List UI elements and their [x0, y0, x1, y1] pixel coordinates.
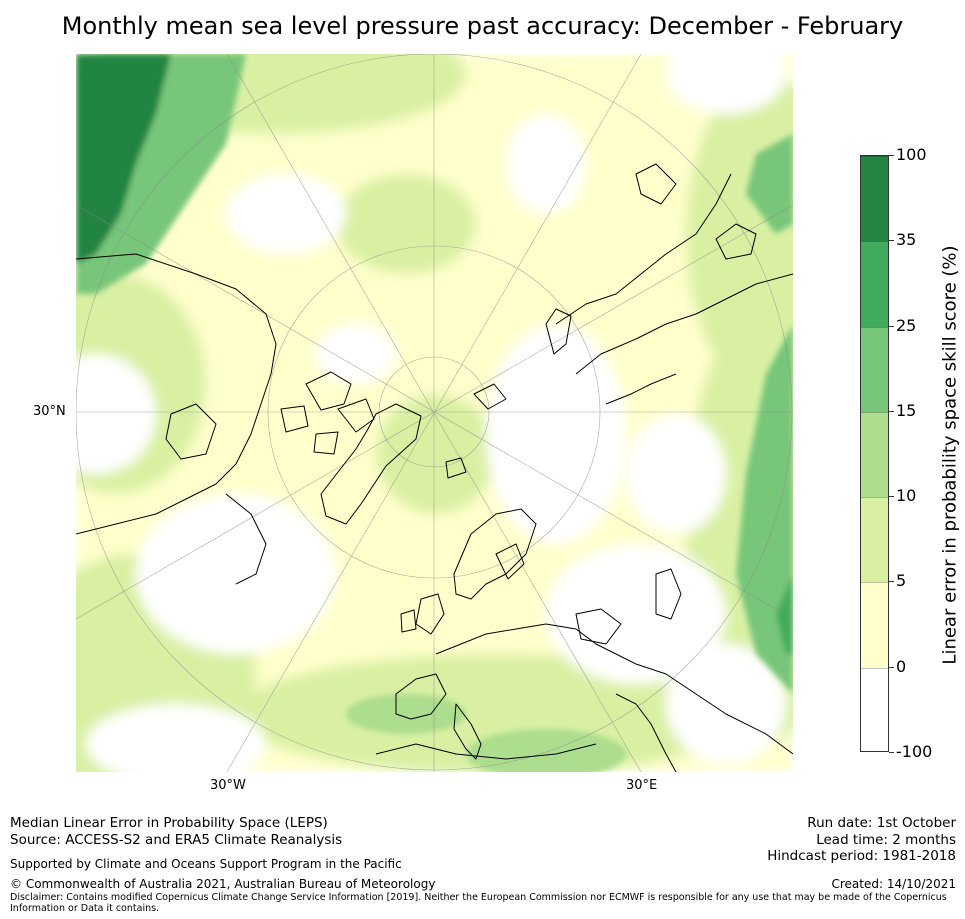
colorbar-tick-label: 35: [896, 230, 917, 250]
colorbar-tick-label: 100: [896, 145, 927, 164]
footer-lead-time: Lead time: 2 months: [816, 832, 956, 848]
colorbar-title: Linear error in probability space skill …: [939, 245, 961, 665]
polar-map: [76, 54, 793, 772]
colorbar-tick: [889, 496, 894, 498]
coastlines: [76, 163, 793, 772]
lon-label-30e: 30°E: [626, 778, 658, 793]
colorbar-segment: [861, 497, 888, 583]
lat-label-30n: 30°N: [33, 404, 66, 419]
colorbar-tick-label: 25: [896, 315, 917, 335]
lon-label-30w: 30°W: [210, 778, 246, 793]
footer-run-date: Run date: 1st October: [807, 815, 956, 831]
colorbar-tick: [889, 325, 894, 327]
colorbar: [860, 155, 889, 752]
footer-method: Median Linear Error in Probability Space…: [10, 815, 328, 831]
colorbar-segment: [861, 411, 888, 498]
colorbar-tick: [889, 240, 894, 242]
chart-title: Monthly mean sea level pressure past acc…: [61, 12, 904, 40]
footer-copyright: © Commonwealth of Australia 2021, Austra…: [10, 877, 436, 891]
colorbar-segment: [861, 241, 888, 327]
colorbar-tick-label: 10: [896, 486, 917, 506]
footer-source: Source: ACCESS-S2 and ERA5 Climate Reana…: [10, 832, 343, 848]
colorbar-segment: [861, 156, 888, 242]
colorbar-segment: [861, 582, 888, 668]
high-skill-fill: [76, 54, 793, 772]
colorbar-tick: [889, 666, 894, 668]
footer-support: Supported by Climate and Oceans Support …: [10, 857, 402, 871]
colorbar-tick: [889, 581, 894, 583]
colorbar-tick-label: -100: [896, 742, 933, 761]
colorbar-tick: [889, 155, 894, 156]
colorbar-tick-label: 0: [896, 656, 907, 676]
footer-created: Created: 14/10/2021: [831, 877, 956, 891]
footer-disclaimer: Disclaimer: Contains modified Copernicus…: [10, 892, 947, 914]
colorbar-tick-label: 15: [896, 400, 917, 420]
colorbar-tick: [889, 752, 894, 753]
colorbar-tick-label: 5: [896, 571, 907, 591]
colorbar-segment: [861, 667, 888, 751]
footer-hindcast: Hindcast period: 1981-2018: [767, 848, 956, 864]
colorbar-tick: [889, 410, 894, 412]
colorbar-segment: [861, 326, 888, 412]
